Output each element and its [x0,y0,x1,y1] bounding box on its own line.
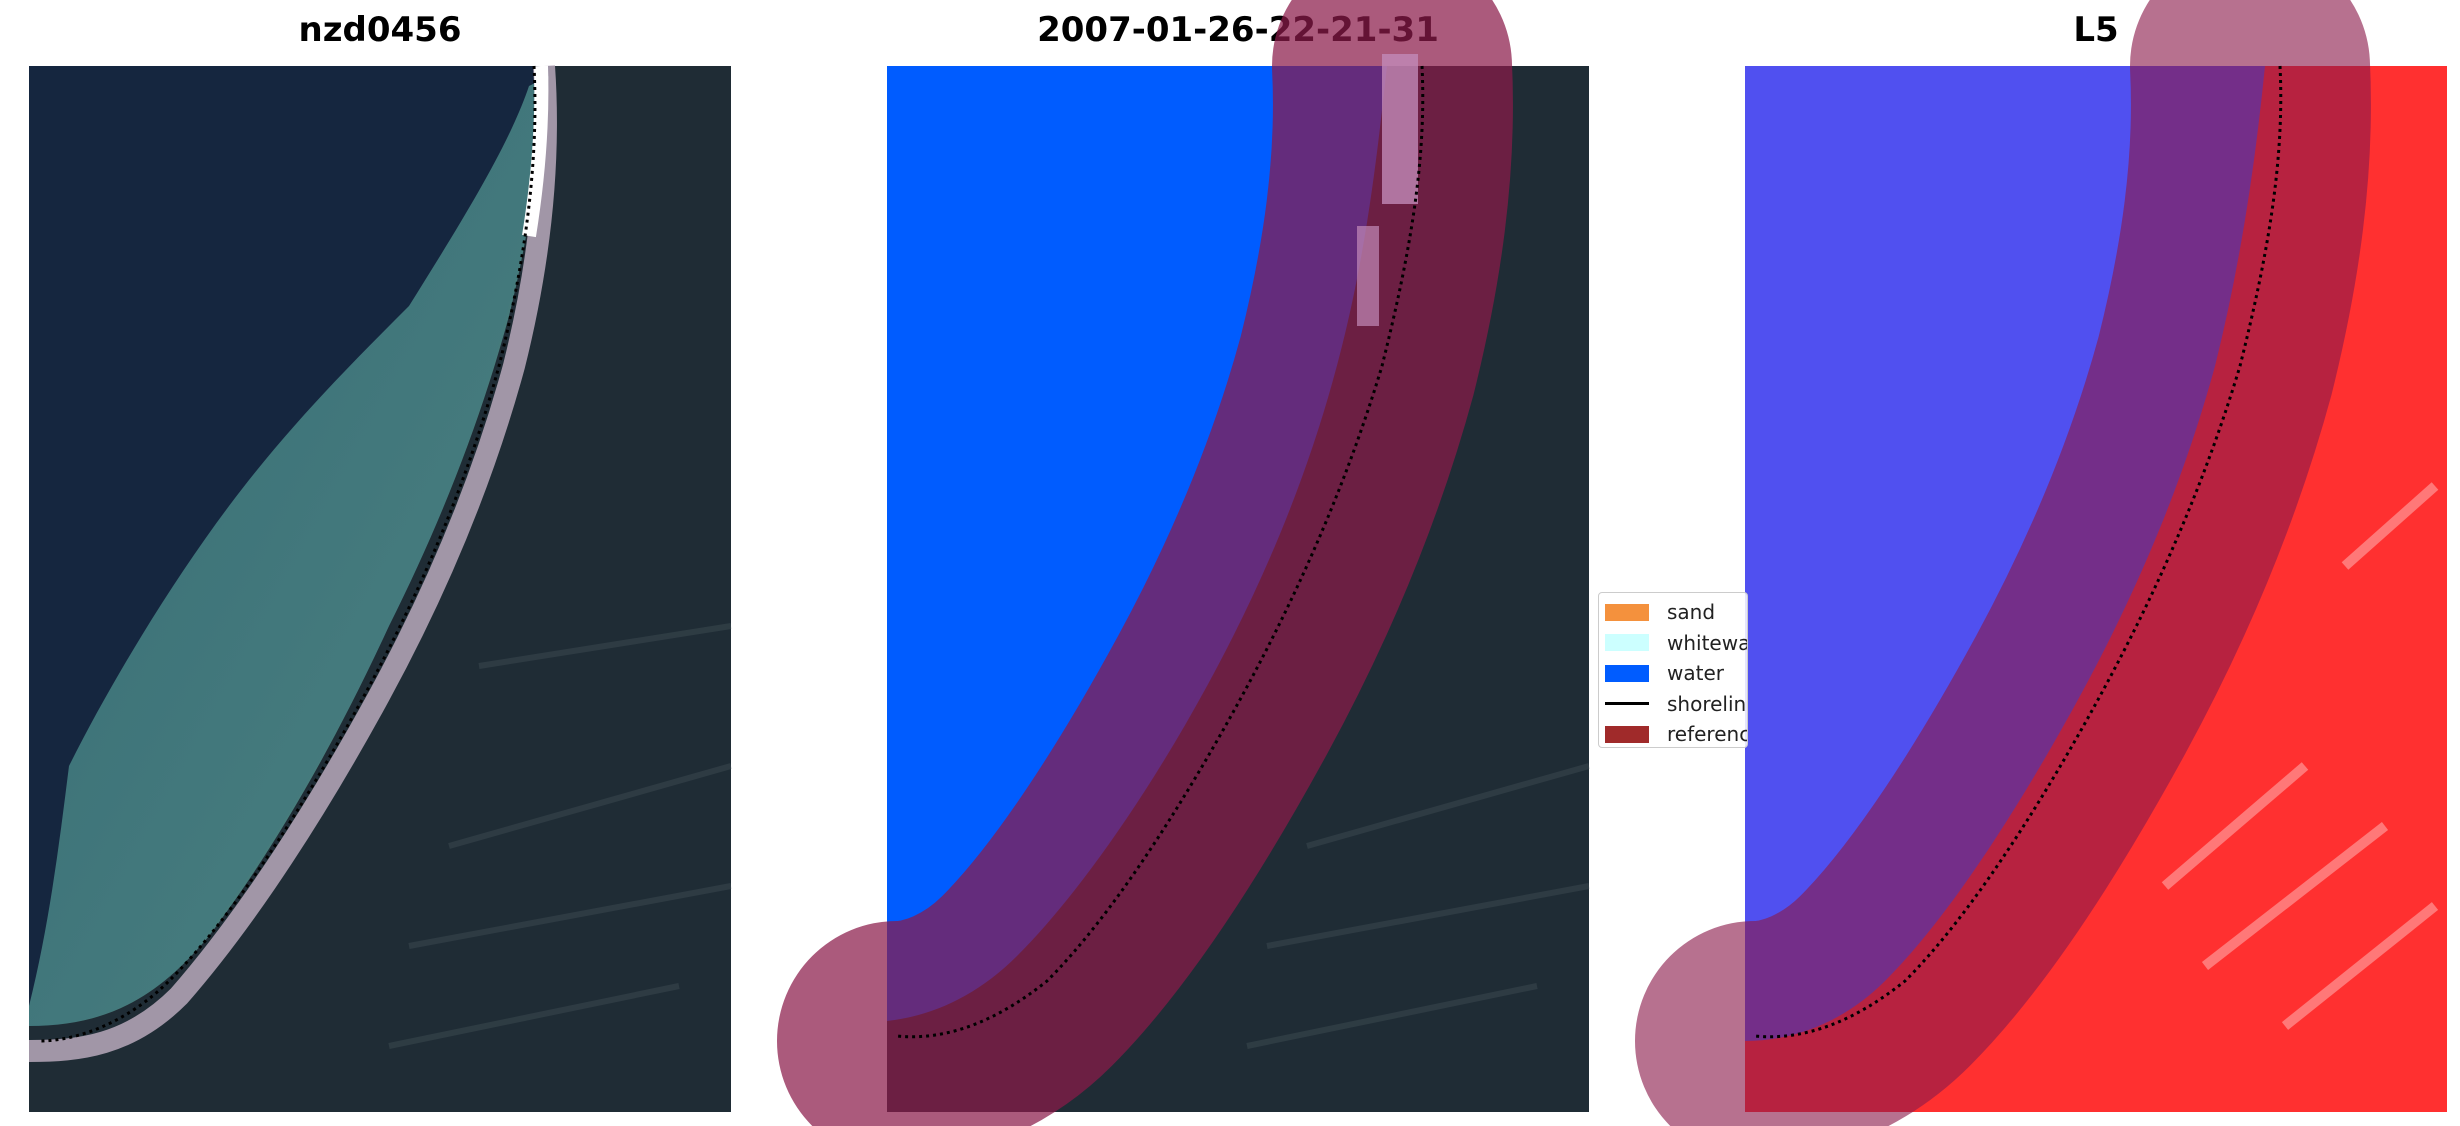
legend-swatch-shoreline [1605,702,1649,706]
rgb-image [28,65,732,1112]
legend-label-water: water [1667,661,1724,686]
panel-title-rgb: nzd0456 [298,10,462,50]
classified-image-panel [777,0,1590,1126]
index-texture [2161,482,2439,1030]
legend-label-reference: reference shoreline buffer [1667,722,1747,747]
panel-title-index: L5 [2073,10,2119,50]
whitewater-patch [1357,226,1379,326]
legend-item-water: water [1605,658,1747,689]
whitewater-patch [522,65,549,238]
shoreline-classified [896,65,1425,1039]
shoreline-index [1754,65,2283,1039]
classified-image [777,0,1590,1126]
legend-item-shoreline: shoreline [1605,689,1747,720]
land-ridges [1246,763,1590,1049]
legend-label-sand: sand [1667,600,1716,625]
reference-buffer [1635,0,2371,1126]
whitewater-patch [1382,54,1418,204]
index-image-panel [1635,0,2447,1126]
legend-swatch-reference [1605,725,1649,743]
index-image [1635,0,2447,1126]
rgb-image-panel [28,65,732,1112]
legend-item-sand: sand [1605,597,1747,628]
beach-band [28,65,557,1062]
legend-swatch-whitewater [1605,634,1649,652]
legend-label-whitewater: whitewater [1667,630,1748,655]
legend-swatch-sand [1605,603,1649,621]
legend: sand whitewater water shoreline referenc… [1598,592,1748,748]
land-ridges [388,623,732,1049]
shoreline-rgb [38,65,537,1043]
legend-item-whitewater: whitewater [1605,628,1747,659]
legend-label-shoreline: shoreline [1667,691,1747,716]
legend-item-reference: reference shoreline buffer [1605,719,1747,747]
legend-swatch-water [1605,664,1649,682]
shallow-water-area [29,76,549,1026]
